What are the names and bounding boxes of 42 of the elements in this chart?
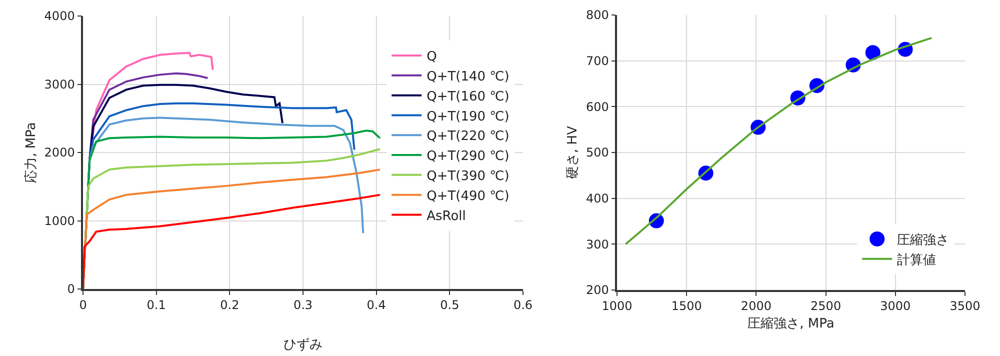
legend-label: Q+T(220 ℃)	[426, 129, 510, 144]
y-tick-label: 4000	[44, 9, 75, 24]
y-axis-title: 硬さ, HV	[565, 126, 580, 179]
point	[865, 45, 880, 60]
legend-label: Q+T(390 ℃)	[426, 168, 510, 184]
x-tick-label: 1500	[671, 299, 702, 314]
y-tick-label: 400	[586, 192, 609, 206]
y-tick-label: 0	[67, 282, 75, 296]
y-axis-title: 応力, MPa	[22, 122, 39, 183]
y-tick-label: 800	[586, 8, 609, 22]
y-tick-label: 200	[586, 283, 609, 298]
x-tick-label: 2000	[740, 299, 772, 314]
x-tick-label: 0.5	[440, 298, 460, 312]
legend-label: Q+T(490 ℃)	[426, 188, 510, 204]
y-tick-label: 1000	[44, 214, 75, 228]
legend-label: Q+T(140 ℃)	[426, 69, 510, 84]
x-tick-label: 0.1	[146, 298, 166, 312]
x-tick-label: 0	[79, 298, 87, 312]
y-tick-label: 3000	[44, 77, 75, 92]
x-tick-label: 0.6	[513, 298, 533, 312]
x-tick-label: 2500	[810, 299, 842, 314]
y-tick-label: 600	[586, 100, 609, 114]
x-tick-label: 3000	[880, 299, 911, 314]
x-tick-label: 1000	[602, 299, 632, 314]
legend-label: AsRoll	[426, 208, 466, 224]
legend-label: 圧縮強さ	[897, 233, 950, 248]
y-tick-label: 500	[586, 146, 609, 160]
legend-label: Q+T(190 ℃)	[426, 109, 510, 124]
legend-label: 計算値	[897, 252, 936, 268]
legend-label: Q	[426, 50, 437, 65]
x-axis-title: ひずみ	[284, 337, 322, 352]
x-axis-title: 圧縮強さ, MPa	[748, 316, 834, 332]
y-tick-label: 700	[586, 54, 609, 68]
legend-label: Q+T(290 ℃)	[426, 149, 510, 164]
y-tick-label: 300	[586, 237, 609, 252]
x-tick-label: 3500	[950, 299, 980, 314]
x-tick-label: 0.3	[293, 298, 313, 312]
x-tick-label: 0.2	[220, 298, 240, 312]
y-tick-label: 2000	[44, 146, 75, 160]
x-tick-label: 0.4	[366, 298, 386, 312]
legend-label: Q+T(160 ℃)	[426, 89, 510, 104]
line-series	[83, 194, 381, 289]
